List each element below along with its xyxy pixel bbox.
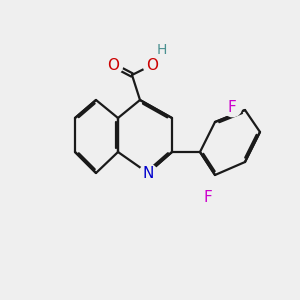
Text: H: H <box>157 43 167 57</box>
Text: F: F <box>204 190 212 206</box>
Text: N: N <box>142 166 154 181</box>
Text: F: F <box>228 100 236 115</box>
Text: O: O <box>107 58 119 73</box>
Text: O: O <box>146 58 158 73</box>
